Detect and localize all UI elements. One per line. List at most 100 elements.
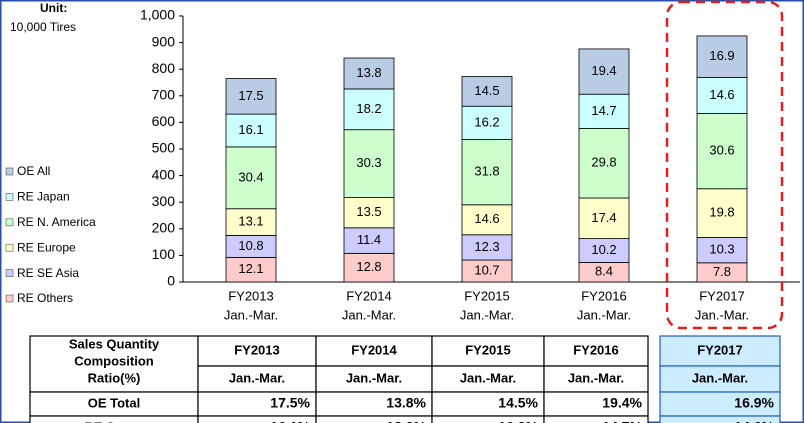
table-header: Composition <box>74 353 153 368</box>
column-subheader: Jan.-Mar. <box>346 370 402 385</box>
bar-segment <box>225 256 277 283</box>
column-header: FY2013 <box>234 342 280 357</box>
bar-segment <box>225 146 277 210</box>
unit-label: 10,000 Tires <box>10 20 76 34</box>
legend-label: RE N. America <box>17 215 96 229</box>
data-label: 12.8 <box>356 259 381 274</box>
column-subheader: Jan.-Mar. <box>568 370 624 385</box>
table-cell <box>197 365 317 393</box>
table-cell <box>543 415 649 423</box>
data-label: 30.3 <box>356 155 381 170</box>
x-tick-sublabel: Jan.-Mar. <box>460 307 514 322</box>
bar-segment <box>225 113 277 148</box>
y-tick-label: 200 <box>152 220 176 236</box>
data-label: 31.8 <box>474 164 499 179</box>
x-tick-sublabel: Jan.-Mar. <box>695 307 749 322</box>
table-cell <box>197 415 317 423</box>
x-tick-sublabel: Jan.-Mar. <box>342 307 396 322</box>
x-tick-label: FY2015 <box>464 288 510 303</box>
table-cell <box>659 365 781 393</box>
y-tick-label: 0 <box>167 273 175 289</box>
legend-label: RE SE Asia <box>17 266 79 280</box>
data-label: 14.6 <box>474 211 499 226</box>
legend-swatch <box>5 294 14 303</box>
bar-segment <box>343 57 395 90</box>
table-cell <box>197 335 317 367</box>
data-label: 10.3 <box>709 242 734 257</box>
bar-segment <box>696 237 748 264</box>
legend-label: RE Europe <box>17 240 76 254</box>
x-tick-sublabel: Jan.-Mar. <box>224 307 278 322</box>
table-value: 19.4% <box>602 395 642 411</box>
y-tick-label: 700 <box>152 87 176 103</box>
column-subheader: Jan.-Mar. <box>229 370 285 385</box>
table-cell <box>543 335 649 367</box>
data-label: 14.5 <box>474 83 499 98</box>
data-label: 16.2 <box>474 114 499 129</box>
data-label: 13.8 <box>356 65 381 80</box>
legend-label: RE Others <box>17 291 73 305</box>
data-label: 30.6 <box>709 143 734 158</box>
column-header: FY2017 <box>697 342 743 357</box>
y-tick-label: 1,000 <box>140 7 175 23</box>
column-header: FY2014 <box>351 342 397 357</box>
bar-segment <box>461 234 513 261</box>
column-header: FY2015 <box>465 342 511 357</box>
data-label: 10.7 <box>474 262 499 277</box>
table-cell <box>543 391 649 417</box>
data-label: 19.4 <box>591 63 616 78</box>
data-label: 12.1 <box>238 261 263 276</box>
data-label: 14.7 <box>591 103 616 118</box>
legend-label: RE Japan <box>17 190 70 204</box>
legend-swatch <box>5 243 14 252</box>
data-label: 8.4 <box>595 264 613 279</box>
bar-segment <box>578 93 630 129</box>
column-subheader: Jan.-Mar. <box>460 370 516 385</box>
table-cell <box>29 415 199 423</box>
bar-segment <box>343 88 395 131</box>
bar-segment <box>343 129 395 198</box>
column-subheader: Jan.-Mar. <box>692 370 748 385</box>
bar-segment <box>461 139 513 206</box>
table-cell <box>315 335 433 367</box>
table-cell <box>659 415 781 423</box>
data-label: 11.4 <box>357 232 381 247</box>
y-tick-label: 100 <box>152 246 176 262</box>
table-value: 16.9% <box>734 395 774 411</box>
table-value: 17.5% <box>270 395 310 411</box>
legend-swatch <box>5 269 14 277</box>
data-label: 19.8 <box>709 205 734 220</box>
data-label: 17.4 <box>591 210 616 225</box>
y-tick-label: 300 <box>152 193 176 209</box>
table-header: Ratio(%) <box>88 370 141 385</box>
data-label: 16.1 <box>238 122 263 137</box>
table-value: 16.2% <box>498 419 538 423</box>
table-header: Sales Quantity <box>69 336 160 351</box>
row-label: RE Japan <box>84 419 143 423</box>
data-label: 30.4 <box>238 169 263 184</box>
bar-segment <box>696 113 748 190</box>
y-tick-label: 600 <box>152 113 176 129</box>
table-cell <box>29 335 199 393</box>
table-value: 14.7% <box>602 419 642 423</box>
bar-segment <box>225 208 277 236</box>
bar-segment <box>461 76 513 107</box>
bar-segment <box>578 128 630 199</box>
legend-label: OE All <box>17 164 50 178</box>
bar-segment <box>696 35 748 78</box>
y-tick-label: 400 <box>152 166 176 182</box>
data-label: 7.8 <box>713 264 731 279</box>
legend-swatch <box>5 193 14 201</box>
bar-segment <box>225 78 277 115</box>
bar-segment <box>461 204 513 236</box>
x-tick-label: FY2017 <box>699 288 745 303</box>
data-label: 13.1 <box>238 214 263 229</box>
data-label: 12.3 <box>474 239 499 254</box>
data-label: 18.2 <box>356 101 381 116</box>
table-cell <box>659 391 781 417</box>
data-label: 17.5 <box>238 88 263 103</box>
data-label: 10.8 <box>238 238 263 253</box>
data-label: 10.2 <box>591 242 616 257</box>
bar-segment <box>343 252 395 283</box>
